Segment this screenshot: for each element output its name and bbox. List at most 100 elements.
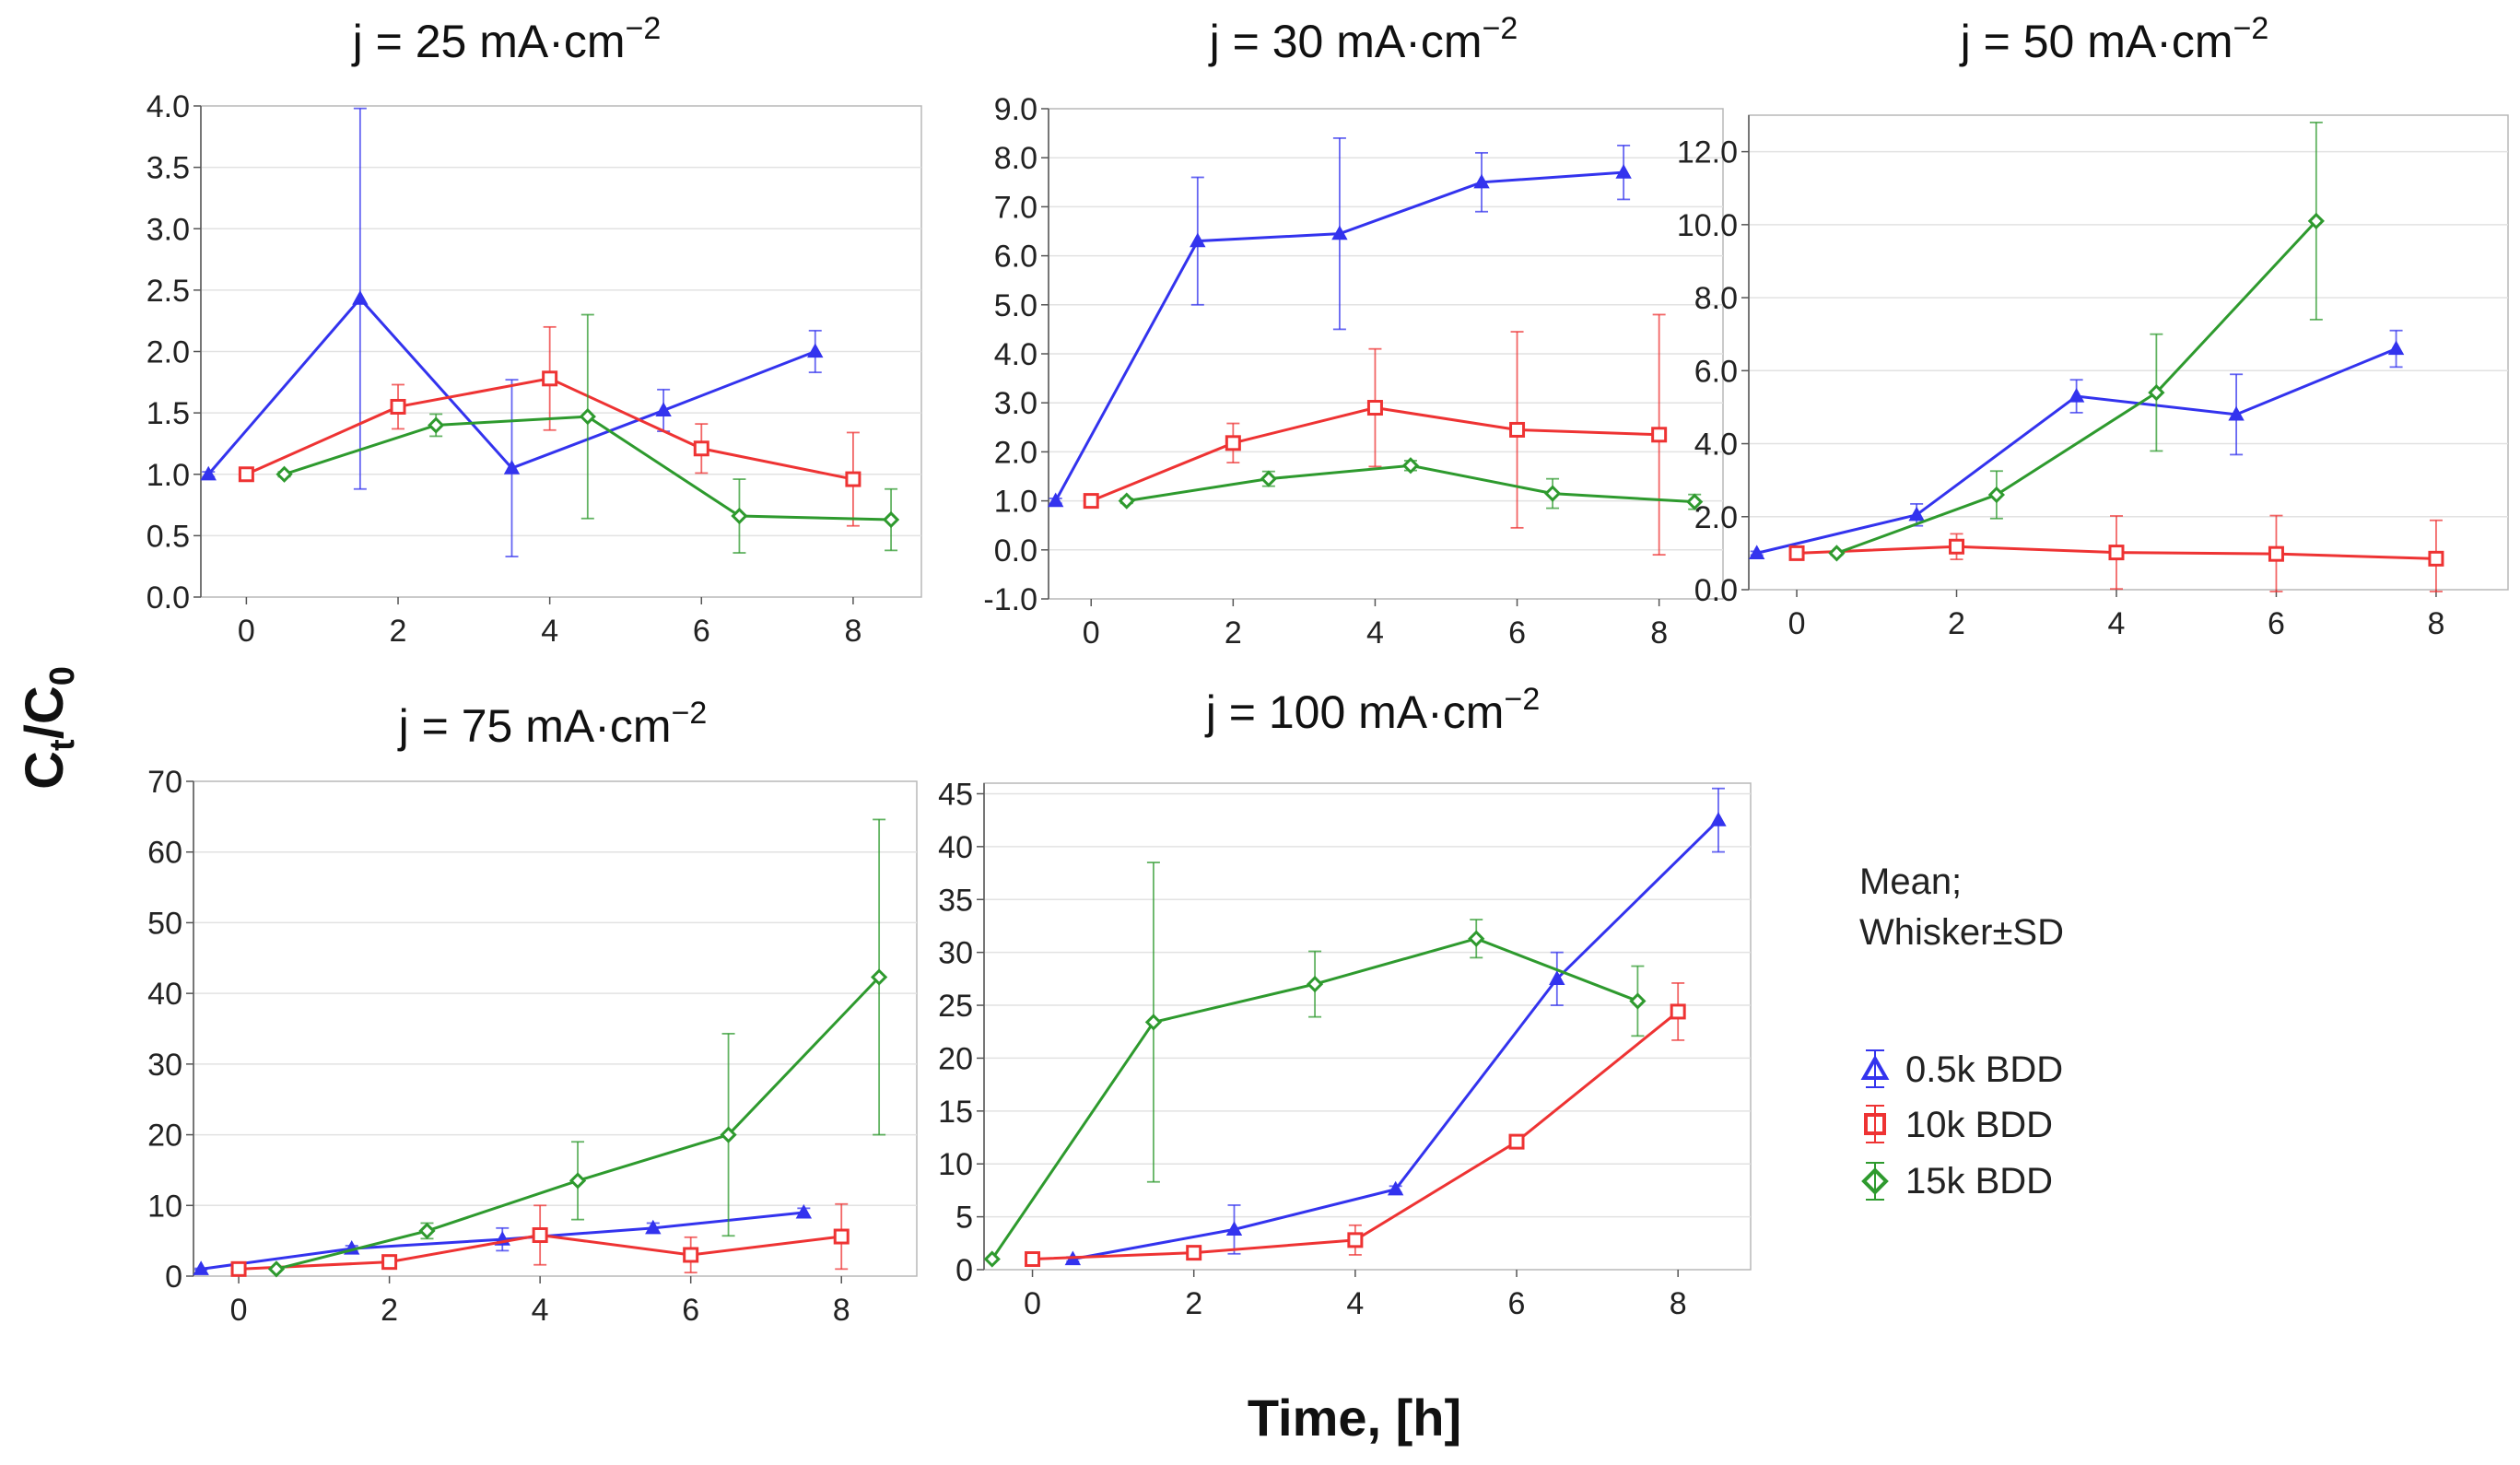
data-point-square: [532, 1227, 548, 1244]
panel-j100: j = 100 mA·cm−2 0 5 10 15 20 25 30 35 40 45 0 2 4 6 8: [938, 682, 1752, 1321]
data-point-triangle: [1748, 545, 1765, 559]
data-point-triangle: [1615, 164, 1632, 179]
data-point-triangle: [645, 1219, 662, 1235]
panel-title-exponent: −2: [2233, 11, 2269, 46]
plot-area: [193, 780, 918, 1277]
panel-title-exponent: −2: [1504, 682, 1540, 717]
data-point-square: [683, 1247, 699, 1263]
y-tick-label: 35: [938, 883, 973, 918]
legend: Mean; Whisker±SD 0.5k BDD 10k BDD 15k BD…: [1859, 861, 2064, 1201]
data-point-diamond: [267, 1260, 286, 1278]
data-point-triangle: [1225, 1221, 1243, 1236]
shared-y-label: Ct/C0: [15, 666, 82, 790]
data-point-square: [1366, 400, 1383, 416]
data-point-diamond: [870, 968, 888, 986]
legend-label-10k-bdd: 10k BDD: [1905, 1105, 2053, 1145]
y-tick-label: 0.0: [147, 580, 190, 615]
x-tick-label: 0: [238, 614, 255, 649]
data-point-square: [238, 466, 254, 483]
x-tick-label: 6: [1508, 615, 1526, 650]
x-tick-label: 4: [541, 614, 558, 649]
x-tick-label: 8: [1670, 1286, 1687, 1321]
data-point-square: [1083, 493, 1099, 510]
y-tick-label: 60: [147, 836, 182, 871]
data-point-diamond: [1260, 470, 1277, 487]
data-point-square: [1025, 1251, 1041, 1268]
panel-title: j = 75 mA·cm−2: [397, 696, 708, 752]
data-point-diamond: [1306, 975, 1324, 993]
data-point-square: [1509, 421, 1526, 438]
panel-title: j = 50 mA·cm−2: [1959, 11, 2269, 67]
panel-j25: j = 25 mA·cm−2 0.0 0.5 1.0 1.5 2.0 2.5 3.0 3.5 4.…: [147, 11, 922, 649]
data-point-square: [230, 1260, 247, 1277]
y-label-sub-0: 0: [43, 666, 82, 686]
y-tick-label: 0.0: [1694, 573, 1738, 608]
y-tick-label: 1.5: [147, 396, 190, 431]
data-point-diamond: [1468, 930, 1485, 947]
y-tick-label: 1.0: [994, 485, 1037, 520]
y-tick-label: 0.5: [147, 519, 190, 554]
y-label-sub-t: t: [43, 739, 82, 751]
legend-label-0-5k-bdd: 0.5k BDD: [1905, 1049, 2063, 1090]
legend-header-mean: Mean;: [1859, 861, 1962, 902]
data-point-triangle: [1549, 970, 1565, 985]
y-tick-label: 2.0: [147, 335, 190, 370]
legend-header-whisker: Whisker±SD: [1859, 912, 2064, 953]
data-point-triangle: [2228, 405, 2245, 421]
data-point-diamond: [579, 408, 596, 426]
y-tick-label: 10.0: [1677, 208, 1738, 243]
y-tick-label: 30: [147, 1048, 182, 1083]
data-point-diamond: [1686, 493, 1704, 510]
y-tick-label: 2.0: [994, 435, 1037, 470]
data-point-diamond: [418, 1222, 436, 1240]
data-point-diamond: [568, 1172, 587, 1190]
plot-area: [1748, 114, 2509, 591]
data-point-square: [542, 370, 558, 387]
x-tick-label: 4: [532, 1293, 549, 1328]
data-point-triangle: [795, 1203, 813, 1219]
data-point-diamond: [275, 465, 293, 483]
panel-title-text: j = 75 mA·cm: [397, 700, 672, 752]
data-point-triangle: [503, 460, 521, 475]
data-point-square: [1225, 435, 1241, 451]
data-point-diamond: [983, 1250, 1001, 1268]
x-tick-label: 6: [1508, 1286, 1526, 1321]
legend-triangle-marker: [1860, 1054, 1890, 1080]
data-point-diamond: [731, 507, 748, 525]
data-point-diamond: [720, 1126, 737, 1143]
y-tick-label: 7.0: [994, 190, 1037, 225]
data-point-square: [845, 471, 861, 487]
x-tick-label: 2: [1948, 606, 1965, 641]
data-point-square: [833, 1228, 850, 1245]
data-point-square: [1788, 545, 1805, 561]
y-tick-label: 5.0: [994, 288, 1037, 323]
x-tick-label: 6: [693, 614, 710, 649]
data-point-square: [2108, 545, 2125, 561]
x-tick-label: 4: [1346, 1286, 1364, 1321]
y-tick-label: 0: [955, 1253, 973, 1288]
x-tick-label: 2: [381, 1293, 398, 1328]
panel-title: j = 30 mA·cm−2: [1208, 11, 1518, 67]
y-tick-label: 10: [938, 1147, 973, 1182]
panel-j50: j = 50 mA·cm−2 0.0 2.0 4.0 6.0 8.0 10.0 12.0 0 2 4…: [1677, 11, 2509, 641]
panel-title-exponent: −2: [626, 11, 662, 46]
x-tick-label: 0: [1024, 1286, 1041, 1321]
y-tick-label: 2.0: [1694, 500, 1738, 535]
x-tick-label: 0: [1083, 615, 1100, 650]
y-tick-label: 1.0: [147, 458, 190, 493]
x-tick-label: 2: [1225, 615, 1242, 650]
y-tick-label: 3.0: [994, 386, 1037, 421]
data-point-square: [2428, 550, 2444, 567]
y-tick-label: 12.0: [1677, 135, 1738, 170]
data-point-triangle: [1048, 492, 1064, 508]
data-point-diamond: [2148, 383, 2165, 402]
panel-title-text: j = 100 mA·cm: [1204, 686, 1505, 738]
data-point-diamond: [882, 510, 900, 529]
legend-entry-15k-bdd: 15k BDD: [1861, 1161, 2053, 1201]
panel-j30: j = 30 mA·cm−2 -1.0 0.0 1.0 2.0 3.0 4.0 5.0 6.0 7…: [983, 11, 1724, 650]
data-point-diamond: [1828, 545, 1846, 562]
data-point-triangle: [807, 343, 824, 358]
y-tick-label: 5: [955, 1201, 973, 1236]
x-tick-label: 4: [1366, 615, 1384, 650]
